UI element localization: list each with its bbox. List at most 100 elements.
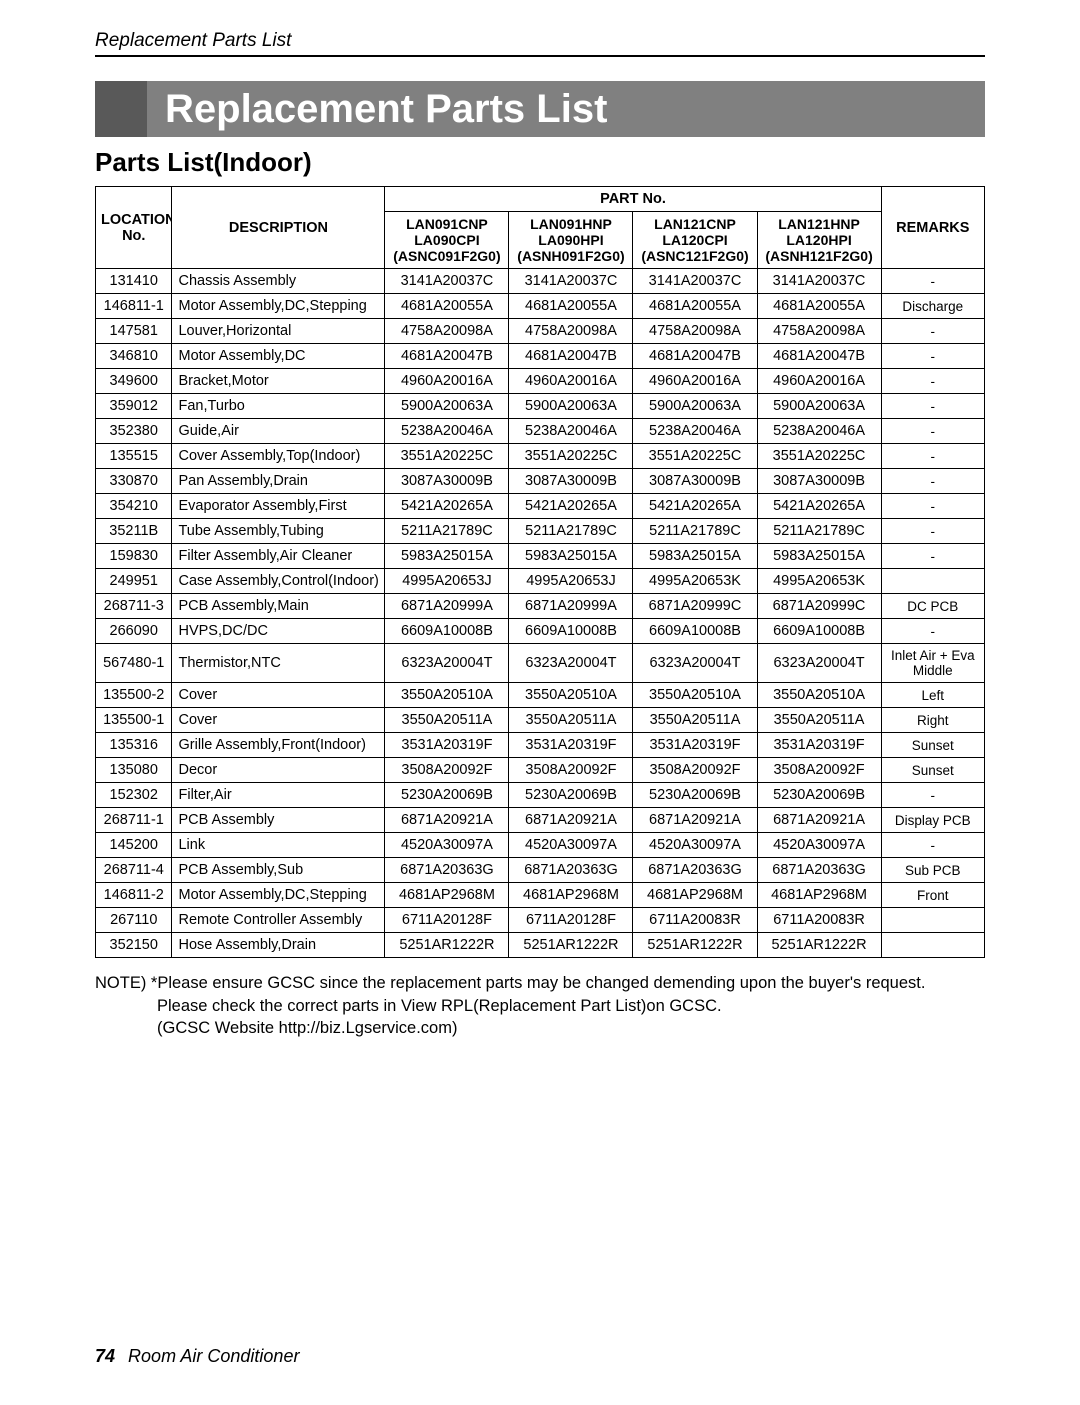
cell-partno: 3531A20319F <box>509 733 633 758</box>
model-l3: (ASNH121F2G0) <box>765 248 872 264</box>
cell-partno: 3550A20510A <box>385 683 509 708</box>
model-l1: LAN091HNP <box>530 216 612 232</box>
cell-partno: 5983A25015A <box>757 544 881 569</box>
table-row: 35211BTube Assembly,Tubing5211A21789C521… <box>96 519 985 544</box>
cell-partno: 5251AR1222R <box>385 933 509 958</box>
title-box-decor <box>95 81 147 137</box>
cell-partno: 3508A20092F <box>509 758 633 783</box>
cell-description: Link <box>172 833 385 858</box>
cell-location: 267110 <box>96 908 172 933</box>
table-row: 268711-4PCB Assembly,Sub6871A20363G6871A… <box>96 858 985 883</box>
cell-partno: 6609A10008B <box>509 619 633 644</box>
table-row: 359012Fan,Turbo5900A20063A5900A20063A590… <box>96 394 985 419</box>
model-l1: LAN121HNP <box>778 216 860 232</box>
cell-remarks: Right <box>881 708 984 733</box>
cell-description: Thermistor,NTC <box>172 644 385 683</box>
cell-partno: 4681A20047B <box>509 344 633 369</box>
cell-partno: 3141A20037C <box>385 269 509 294</box>
cell-remarks: - <box>881 519 984 544</box>
cell-remarks: - <box>881 619 984 644</box>
cell-partno: 4758A20098A <box>633 319 757 344</box>
cell-partno: 4681A20055A <box>757 294 881 319</box>
cell-partno: 4681AP2968M <box>385 883 509 908</box>
col-model-0: LAN091CNPLA090CPI(ASNC091F2G0) <box>385 212 509 269</box>
cell-partno: 6871A20921A <box>757 808 881 833</box>
cell-remarks: Discharge <box>881 294 984 319</box>
cell-partno: 6871A20999A <box>509 594 633 619</box>
cell-location: 135080 <box>96 758 172 783</box>
table-row: 135500-1Cover3550A20511A3550A20511A3550A… <box>96 708 985 733</box>
cell-remarks <box>881 933 984 958</box>
cell-description: Remote Controller Assembly <box>172 908 385 933</box>
cell-remarks: Front <box>881 883 984 908</box>
table-row: 346810Motor Assembly,DC4681A20047B4681A2… <box>96 344 985 369</box>
model-l2: LA120HPI <box>786 232 851 248</box>
cell-partno: 3550A20511A <box>633 708 757 733</box>
cell-partno: 3531A20319F <box>385 733 509 758</box>
cell-description: HVPS,DC/DC <box>172 619 385 644</box>
cell-partno: 5983A25015A <box>633 544 757 569</box>
cell-partno: 6871A20363G <box>757 858 881 883</box>
cell-partno: 5238A20046A <box>385 419 509 444</box>
cell-partno: 5211A21789C <box>385 519 509 544</box>
cell-location: 567480-1 <box>96 644 172 683</box>
cell-partno: 4995A20653J <box>509 569 633 594</box>
cell-partno: 5900A20063A <box>385 394 509 419</box>
cell-location: 147581 <box>96 319 172 344</box>
cell-remarks: Inlet Air + Eva Middle <box>881 644 984 683</box>
col-model-1: LAN091HNPLA090HPI(ASNH091F2G0) <box>509 212 633 269</box>
col-remarks: REMARKS <box>881 187 984 269</box>
cell-partno: 5238A20046A <box>509 419 633 444</box>
cell-partno: 3550A20510A <box>509 683 633 708</box>
table-row: 135080Decor3508A20092F3508A20092F3508A20… <box>96 758 985 783</box>
table-row: 135316Grille Assembly,Front(Indoor)3531A… <box>96 733 985 758</box>
cell-partno: 3551A20225C <box>509 444 633 469</box>
cell-description: Fan,Turbo <box>172 394 385 419</box>
table-row: 145200Link4520A30097A4520A30097A4520A300… <box>96 833 985 858</box>
cell-partno: 4758A20098A <box>757 319 881 344</box>
cell-partno: 6871A20363G <box>509 858 633 883</box>
cell-partno: 4995A20653K <box>757 569 881 594</box>
cell-location: 352380 <box>96 419 172 444</box>
cell-remarks: - <box>881 344 984 369</box>
parts-table-wrap: LOCATION No. DESCRIPTION PART No. REMARK… <box>95 186 985 958</box>
cell-partno: 6323A20004T <box>757 644 881 683</box>
cell-partno: 5900A20063A <box>757 394 881 419</box>
cell-location: 352150 <box>96 933 172 958</box>
cell-description: Cover Assembly,Top(Indoor) <box>172 444 385 469</box>
table-row: 349600Bracket,Motor4960A20016A4960A20016… <box>96 369 985 394</box>
cell-remarks: - <box>881 369 984 394</box>
col-model-3: LAN121HNPLA120HPI(ASNH121F2G0) <box>757 212 881 269</box>
cell-partno: 5421A20265A <box>509 494 633 519</box>
cell-partno: 5900A20063A <box>633 394 757 419</box>
cell-remarks: - <box>881 444 984 469</box>
table-row: 567480-1Thermistor,NTC6323A20004T6323A20… <box>96 644 985 683</box>
cell-partno: 4520A30097A <box>633 833 757 858</box>
cell-partno: 5900A20063A <box>509 394 633 419</box>
cell-description: Guide,Air <box>172 419 385 444</box>
cell-remarks: - <box>881 394 984 419</box>
cell-location: 268711-4 <box>96 858 172 883</box>
cell-location: 159830 <box>96 544 172 569</box>
table-row: 135515Cover Assembly,Top(Indoor)3551A202… <box>96 444 985 469</box>
cell-partno: 6871A20363G <box>385 858 509 883</box>
note-line1: NOTE) *Please ensure GCSC since the repl… <box>95 974 925 992</box>
cell-partno: 6871A20999A <box>385 594 509 619</box>
model-l2: LA090HPI <box>538 232 603 248</box>
cell-partno: 3141A20037C <box>757 269 881 294</box>
table-row: 266090HVPS,DC/DC6609A10008B6609A10008B66… <box>96 619 985 644</box>
cell-partno: 3551A20225C <box>385 444 509 469</box>
table-row: 268711-3PCB Assembly,Main6871A20999A6871… <box>96 594 985 619</box>
cell-partno: 3087A30009B <box>509 469 633 494</box>
cell-location: 145200 <box>96 833 172 858</box>
cell-location: 330870 <box>96 469 172 494</box>
table-row: 152302Filter,Air5230A20069B5230A20069B52… <box>96 783 985 808</box>
cell-partno: 5983A25015A <box>509 544 633 569</box>
cell-remarks: Sunset <box>881 758 984 783</box>
cell-remarks <box>881 908 984 933</box>
cell-partno: 6711A20128F <box>385 908 509 933</box>
cell-description: Motor Assembly,DC <box>172 344 385 369</box>
cell-description: Filter,Air <box>172 783 385 808</box>
cell-partno: 3508A20092F <box>385 758 509 783</box>
table-row: 352380Guide,Air5238A20046A5238A20046A523… <box>96 419 985 444</box>
